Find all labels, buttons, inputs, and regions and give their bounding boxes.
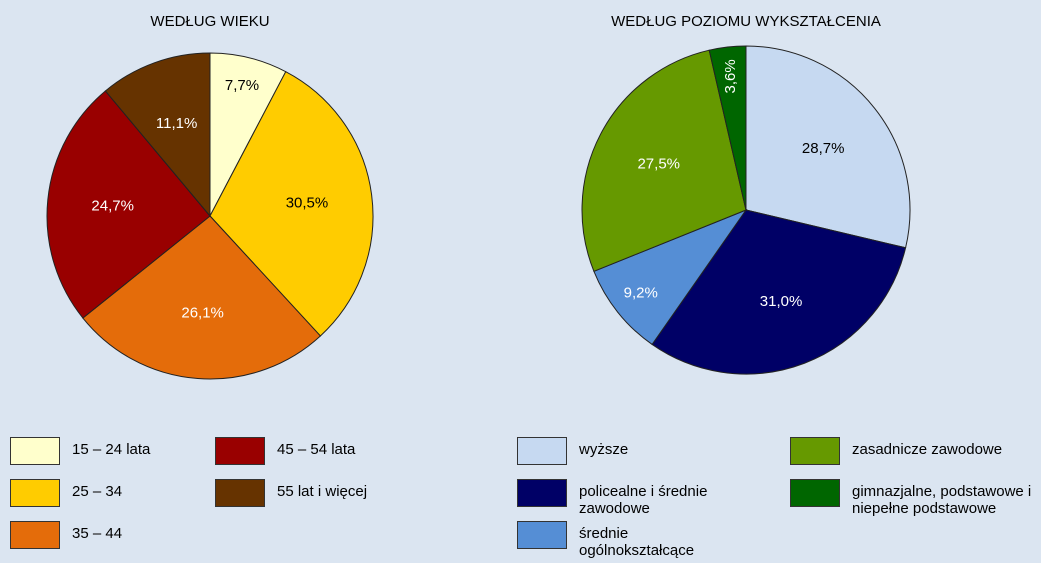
legend-item: 25 – 34 xyxy=(10,479,160,507)
legend-item: 15 – 24 lata xyxy=(10,437,160,465)
pie-slice xyxy=(46,90,211,319)
legend-swatch xyxy=(517,521,567,549)
legend-label: gimnazjalne, podstawowe i niepełne podst… xyxy=(852,483,1032,517)
legend-label: 25 – 34 xyxy=(72,483,123,500)
legend-label: średnie ogólnokształcące xyxy=(579,525,695,559)
legend-item: wyższe xyxy=(517,437,727,465)
legend-swatch xyxy=(10,521,60,549)
data-label: 24,7% xyxy=(91,197,134,214)
legend-item: 45 – 54 lata xyxy=(215,437,405,465)
legend-swatch xyxy=(10,479,60,507)
legend-label: 55 lat i więcej xyxy=(277,483,368,500)
pie-slice xyxy=(209,70,374,337)
legend-swatch xyxy=(790,479,840,507)
legend-label: 45 – 54 lata xyxy=(277,441,356,458)
data-label: 3,6% xyxy=(722,59,739,93)
pie-slice xyxy=(708,45,747,211)
legend-swatch xyxy=(10,437,60,465)
legend-label: zasadnicze zawodowe xyxy=(852,441,1003,458)
legend-item: gimnazjalne, podstawowe i niepełne podst… xyxy=(790,479,1040,517)
data-label: 28,7% xyxy=(802,140,845,157)
legend-label: wyższe xyxy=(579,441,629,458)
pie-slice xyxy=(745,45,911,249)
chart-title: WEDŁUG WIEKU xyxy=(150,13,269,30)
pie-slice xyxy=(593,208,748,346)
legend-item: zasadnicze zawodowe xyxy=(790,437,1040,465)
data-label: 30,5% xyxy=(286,194,329,211)
legend-swatch xyxy=(517,479,567,507)
data-label: 7,7% xyxy=(225,77,259,94)
legend-swatch xyxy=(517,437,567,465)
legend-swatch xyxy=(790,437,840,465)
legend-item: policealne i średnie zawodowe xyxy=(517,479,727,517)
legend-item: 35 – 44 xyxy=(10,521,160,549)
data-label: 26,1% xyxy=(181,304,224,321)
legend-item: średnie ogólnokształcące xyxy=(517,521,727,559)
legend-label: policealne i średnie zawodowe xyxy=(579,483,708,517)
pie-slice xyxy=(651,209,907,375)
pie-slice xyxy=(581,49,747,272)
chart-title: WEDŁUG POZIOMU WYKSZTAŁCENIA xyxy=(611,13,881,30)
charts: WEDŁUG WIEKU 7,7% 30,5% 26,1% 24,7% 11,1% WEDŁ… xyxy=(46,13,911,380)
data-label: 27,5% xyxy=(637,155,680,172)
pie-slice xyxy=(104,52,211,218)
legend-swatch xyxy=(215,479,265,507)
legend-label: 15 – 24 lata xyxy=(72,441,151,458)
legend-item: 55 lat i więcej xyxy=(215,479,405,507)
legend-swatch xyxy=(215,437,265,465)
data-label: 9,2% xyxy=(624,285,658,302)
data-label: 11,1% xyxy=(156,115,197,132)
legend-label: 35 – 44 xyxy=(72,525,123,542)
pie-slice xyxy=(82,215,322,380)
data-label: 31,0% xyxy=(760,293,803,310)
